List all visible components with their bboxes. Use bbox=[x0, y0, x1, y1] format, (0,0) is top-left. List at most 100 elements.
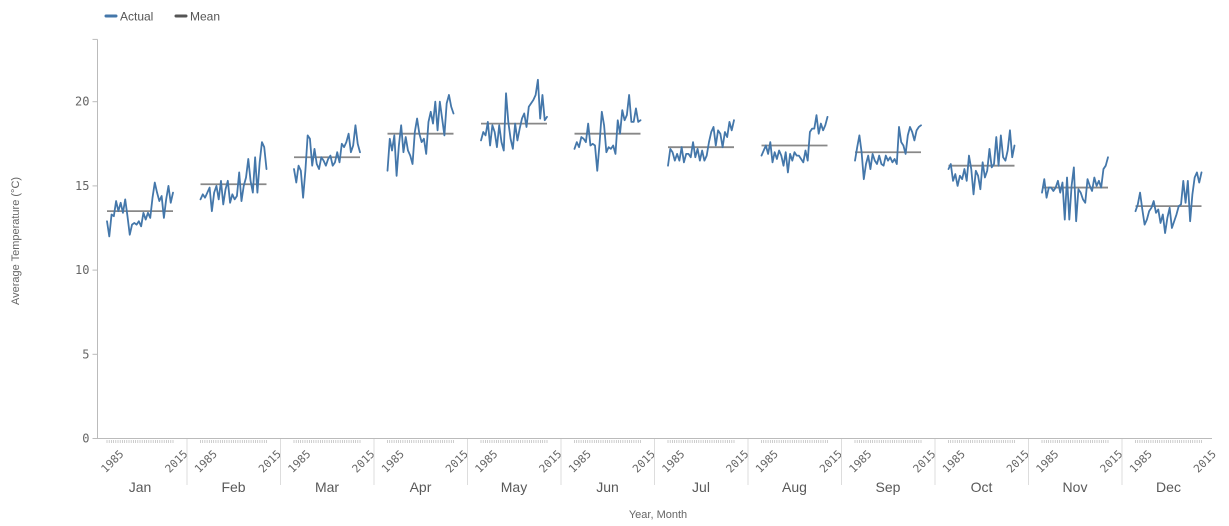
actual-line-oct[interactable] bbox=[947, 129, 1016, 196]
year-tick-marks bbox=[854, 440, 922, 443]
year-tick-marks bbox=[106, 440, 174, 443]
year-label-start: 1985 bbox=[847, 448, 875, 476]
series-group-oct[interactable] bbox=[947, 129, 1016, 196]
year-label-end: 2015 bbox=[724, 448, 752, 476]
year-label-end: 2015 bbox=[1098, 448, 1126, 476]
year-tick-marks bbox=[1135, 440, 1202, 443]
year-tick-marks bbox=[574, 440, 641, 443]
year-tick-marks bbox=[293, 440, 361, 443]
y-axis-title: Average Temperature (°C) bbox=[10, 177, 22, 305]
legend-label-mean: Mean bbox=[190, 10, 220, 24]
year-label-end: 2015 bbox=[630, 448, 658, 476]
series-group-feb[interactable] bbox=[199, 141, 268, 213]
month-label-feb: Feb bbox=[221, 479, 245, 495]
month-label-jul: Jul bbox=[692, 479, 710, 495]
year-tick-marks bbox=[200, 440, 267, 443]
month-label-mar: Mar bbox=[315, 479, 339, 495]
month-label-oct: Oct bbox=[971, 479, 993, 495]
year-label-start: 1985 bbox=[660, 448, 688, 476]
x-axis-title: Year, Month bbox=[629, 509, 687, 521]
actual-line-mar[interactable] bbox=[293, 124, 361, 199]
actual-line-aug[interactable] bbox=[760, 114, 829, 174]
year-label-start: 1985 bbox=[566, 448, 594, 476]
year-label-end: 2015 bbox=[911, 448, 939, 476]
actual-line-feb[interactable] bbox=[199, 141, 268, 213]
actual-line-jul[interactable] bbox=[667, 119, 735, 167]
year-label-start: 1985 bbox=[192, 448, 220, 476]
y-tick-label: 5 bbox=[82, 347, 89, 361]
year-label-start: 1985 bbox=[1034, 448, 1062, 476]
x-group-may: 1985 2015 May bbox=[467, 439, 565, 495]
legend[interactable]: Actual Mean bbox=[104, 10, 220, 24]
x-group-jun: 1985 2015 Jun bbox=[560, 439, 658, 495]
month-label-nov: Nov bbox=[1063, 479, 1088, 495]
actual-line-may[interactable] bbox=[480, 78, 548, 152]
actual-line-jun[interactable] bbox=[573, 94, 642, 172]
series-group-mar[interactable] bbox=[293, 124, 361, 199]
year-label-start: 1985 bbox=[473, 448, 501, 476]
series-group-jul[interactable] bbox=[667, 119, 735, 167]
y-tick-label: 15 bbox=[75, 179, 89, 193]
month-label-sep: Sep bbox=[876, 479, 901, 495]
x-group-jul: 1985 2015 Jul bbox=[654, 439, 752, 495]
year-label-end: 2015 bbox=[817, 448, 845, 476]
series-group-jan[interactable] bbox=[106, 181, 174, 238]
actual-line-dec[interactable] bbox=[1134, 171, 1203, 234]
x-group-mar: 1985 2015 Mar bbox=[280, 439, 378, 495]
year-tick-marks bbox=[480, 440, 548, 443]
y-tick-label: 0 bbox=[82, 432, 89, 446]
year-tick-marks bbox=[387, 440, 454, 443]
x-group-sep: 1985 2015 Sep bbox=[841, 439, 939, 495]
year-label-end: 2015 bbox=[1004, 448, 1032, 476]
x-group-apr: 1985 2015 Apr bbox=[373, 439, 471, 495]
year-label-start: 1985 bbox=[379, 448, 407, 476]
year-tick-marks bbox=[667, 440, 735, 443]
y-tick-label: 10 bbox=[75, 263, 89, 277]
year-label-end: 2015 bbox=[1191, 448, 1219, 476]
legend-item-mean[interactable]: Mean bbox=[174, 10, 220, 24]
legend-item-actual[interactable]: Actual bbox=[104, 10, 153, 24]
month-label-dec: Dec bbox=[1156, 479, 1181, 495]
year-tick-marks bbox=[761, 440, 828, 443]
series-group-sep[interactable] bbox=[854, 124, 922, 181]
y-axis: 0 5 10 15 20 bbox=[75, 38, 98, 446]
month-label-aug: Aug bbox=[782, 479, 807, 495]
month-label-jun: Jun bbox=[596, 479, 619, 495]
actual-line-apr[interactable] bbox=[386, 94, 455, 177]
series-group-apr[interactable] bbox=[386, 94, 455, 177]
y-tick-label: 20 bbox=[75, 95, 89, 109]
x-group-oct: 1985 2015 Oct bbox=[934, 439, 1032, 495]
series-group-may[interactable] bbox=[480, 78, 548, 152]
series-group-dec[interactable] bbox=[1134, 171, 1203, 234]
year-label-end: 2015 bbox=[163, 448, 191, 476]
year-label-start: 1985 bbox=[1127, 448, 1155, 476]
x-group-aug: 1985 2015 Aug bbox=[747, 439, 845, 495]
x-group-dec: 1985 2015 Dec bbox=[1121, 439, 1219, 495]
month-label-may: May bbox=[501, 479, 527, 495]
year-label-end: 2015 bbox=[350, 448, 378, 476]
series-group-nov[interactable] bbox=[1041, 156, 1109, 223]
year-label-end: 2015 bbox=[443, 448, 471, 476]
year-label-start: 1985 bbox=[753, 448, 781, 476]
actual-line-nov[interactable] bbox=[1041, 156, 1109, 223]
year-label-start: 1985 bbox=[286, 448, 314, 476]
actual-line-jan[interactable] bbox=[106, 181, 174, 238]
year-label-start: 1985 bbox=[99, 448, 127, 476]
x-group-nov: 1985 2015 Nov bbox=[1028, 439, 1126, 495]
year-label-start: 1985 bbox=[940, 448, 968, 476]
series-group-aug[interactable] bbox=[760, 114, 829, 174]
month-label-jan: Jan bbox=[129, 479, 152, 495]
plot-area[interactable] bbox=[106, 78, 1203, 238]
actual-line-sep[interactable] bbox=[854, 124, 922, 181]
year-tick-marks bbox=[1041, 440, 1109, 443]
year-label-end: 2015 bbox=[537, 448, 565, 476]
month-label-apr: Apr bbox=[410, 479, 432, 495]
x-group-feb: 1985 2015 Feb bbox=[186, 439, 284, 495]
x-group-jan: 1985 2015 Jan bbox=[99, 440, 191, 495]
legend-label-actual: Actual bbox=[120, 10, 153, 24]
series-group-jun[interactable] bbox=[573, 94, 642, 172]
year-label-end: 2015 bbox=[256, 448, 284, 476]
